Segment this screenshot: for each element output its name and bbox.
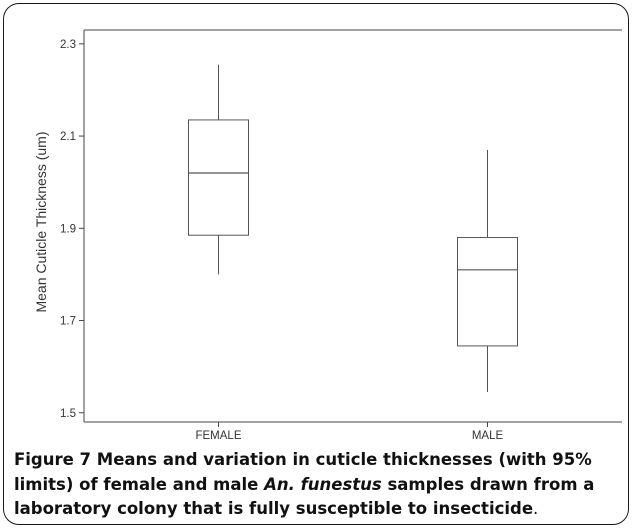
figure-caption: Figure 7 Means and variation in cuticle … bbox=[14, 448, 620, 522]
y-tick-label: 2.1 bbox=[60, 131, 76, 143]
y-axis-ticks: 1.5 1.7 1.9 2.1 2.3 bbox=[60, 39, 84, 420]
figure-label: Figure 7 bbox=[14, 450, 91, 469]
box-body bbox=[458, 238, 518, 346]
y-tick-label: 2.3 bbox=[60, 39, 76, 51]
y-tick-label: 1.9 bbox=[60, 223, 76, 235]
y-axis-label: Mean Cuticle Thickness (um) bbox=[33, 131, 49, 312]
box-body bbox=[189, 120, 249, 235]
caption-species: An. funestus bbox=[264, 475, 382, 494]
y-tick-label: 1.7 bbox=[60, 316, 76, 328]
box-male bbox=[458, 150, 518, 392]
x-tick-label: FEMALE bbox=[195, 430, 241, 442]
x-axis-ticks: FEMALE MALE bbox=[195, 422, 503, 442]
box-female bbox=[189, 65, 249, 275]
caption-period: . bbox=[533, 499, 538, 518]
boxes bbox=[189, 65, 518, 392]
plot-axes bbox=[84, 30, 622, 422]
y-tick-label: 1.5 bbox=[60, 408, 76, 420]
box-plot: 1.5 1.7 1.9 2.1 2.3 FEMALE MALE Mean Cuticle … bbox=[0, 0, 636, 445]
x-tick-label: MALE bbox=[472, 430, 504, 442]
